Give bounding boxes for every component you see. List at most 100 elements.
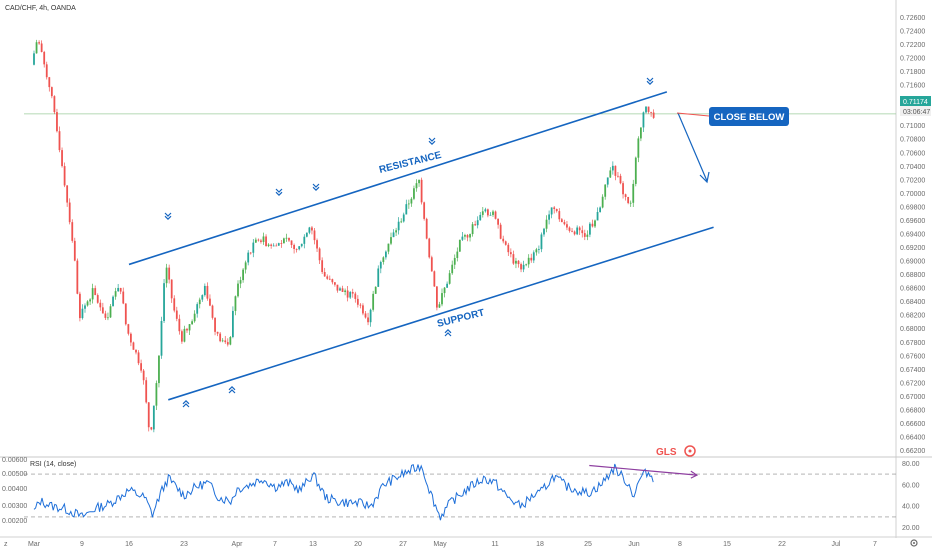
candle-body: [632, 183, 635, 203]
candle-body: [553, 207, 556, 210]
candle-body: [640, 127, 642, 139]
rsi-divergence-arrowhead: [690, 470, 699, 479]
candle-body: [244, 262, 247, 270]
top-chevron-icon: [312, 183, 320, 192]
candle: [481, 207, 484, 218]
candle-body: [390, 237, 392, 244]
candle: [334, 281, 336, 287]
candle: [318, 247, 321, 264]
candle: [216, 331, 219, 337]
candle-body: [645, 106, 647, 113]
candle: [349, 290, 352, 299]
candle-body: [601, 196, 604, 208]
candle-body: [316, 240, 318, 249]
price-tick-label: 0.71600: [900, 83, 925, 90]
candle: [640, 127, 642, 142]
candle: [76, 258, 79, 295]
candle-body: [140, 363, 142, 371]
candle-body: [374, 286, 377, 294]
candle: [152, 405, 155, 433]
candle-body: [298, 246, 301, 250]
candle: [196, 302, 199, 318]
resistance-line[interactable]: [128, 91, 668, 266]
candle-body: [583, 233, 586, 237]
candle-body: [53, 96, 56, 113]
candle-body: [224, 340, 227, 343]
candle: [604, 184, 607, 200]
candle-body: [142, 370, 145, 381]
candle: [627, 196, 630, 205]
candle: [193, 310, 196, 323]
candle: [198, 297, 201, 309]
candle-body: [68, 202, 71, 223]
candle: [430, 255, 433, 272]
candle-body: [252, 242, 255, 253]
candle-body: [323, 272, 326, 277]
price-tick-label: 0.69000: [900, 259, 925, 266]
candle-body: [56, 112, 58, 132]
candle-body: [497, 218, 499, 225]
support-line[interactable]: [168, 226, 714, 401]
candle: [596, 207, 599, 221]
candle-body: [283, 238, 285, 244]
candle-body: [446, 283, 448, 288]
candle-body: [160, 321, 163, 356]
candle-body: [581, 230, 584, 234]
time-tick-label: 16: [125, 541, 133, 548]
gear-icon[interactable]: [910, 539, 918, 547]
candle: [242, 268, 244, 283]
candle-body: [479, 214, 482, 221]
candle-body: [168, 267, 171, 280]
close-below-callout: CLOSE BELOW: [709, 107, 789, 126]
candle-body: [364, 313, 367, 318]
candle-body: [122, 291, 125, 304]
candle-body: [418, 179, 420, 184]
rsi-line[interactable]: [33, 463, 654, 521]
candle-body: [407, 203, 410, 205]
candle-body: [277, 243, 280, 246]
z-icon[interactable]: z: [4, 541, 8, 548]
candle-body: [99, 302, 102, 308]
candle-body: [507, 244, 510, 253]
candle: [186, 327, 188, 333]
candle-body: [629, 202, 632, 204]
candle-body: [624, 194, 627, 197]
candle: [147, 401, 150, 432]
candle-body: [441, 293, 443, 305]
candle: [591, 219, 594, 228]
candle-body: [339, 288, 341, 291]
candle-body: [272, 245, 275, 247]
candle-body: [634, 157, 637, 184]
candle-body: [550, 207, 553, 215]
candle: [316, 238, 318, 253]
bottom-chevron-icon: [182, 399, 190, 408]
candle: [599, 206, 601, 213]
candle: [390, 232, 392, 246]
candle: [637, 136, 640, 163]
candle-body: [637, 138, 640, 158]
candle: [362, 303, 364, 316]
rsi-pane[interactable]: [24, 463, 896, 521]
price-tag: 0.71174 03:06:47: [900, 96, 931, 116]
candle-body: [221, 340, 224, 342]
candle-body: [145, 380, 148, 403]
candle-body: [196, 304, 199, 314]
candle: [132, 341, 135, 350]
candle: [272, 243, 275, 247]
candle: [573, 230, 576, 236]
candle: [33, 50, 35, 66]
symbol-title: CAD/CHF, 4h, OANDA: [5, 5, 76, 12]
candle-body: [555, 209, 558, 212]
candle: [170, 279, 173, 303]
candle: [336, 284, 339, 293]
candle: [509, 248, 512, 258]
time-tick-label: Apr: [232, 541, 244, 548]
candle-body: [642, 112, 645, 128]
candle: [252, 239, 255, 258]
price-tick-label: 0.68200: [900, 313, 925, 320]
candle-body: [285, 237, 288, 239]
candle: [203, 283, 206, 297]
candle: [456, 247, 459, 262]
candles-layer[interactable]: [33, 39, 655, 433]
